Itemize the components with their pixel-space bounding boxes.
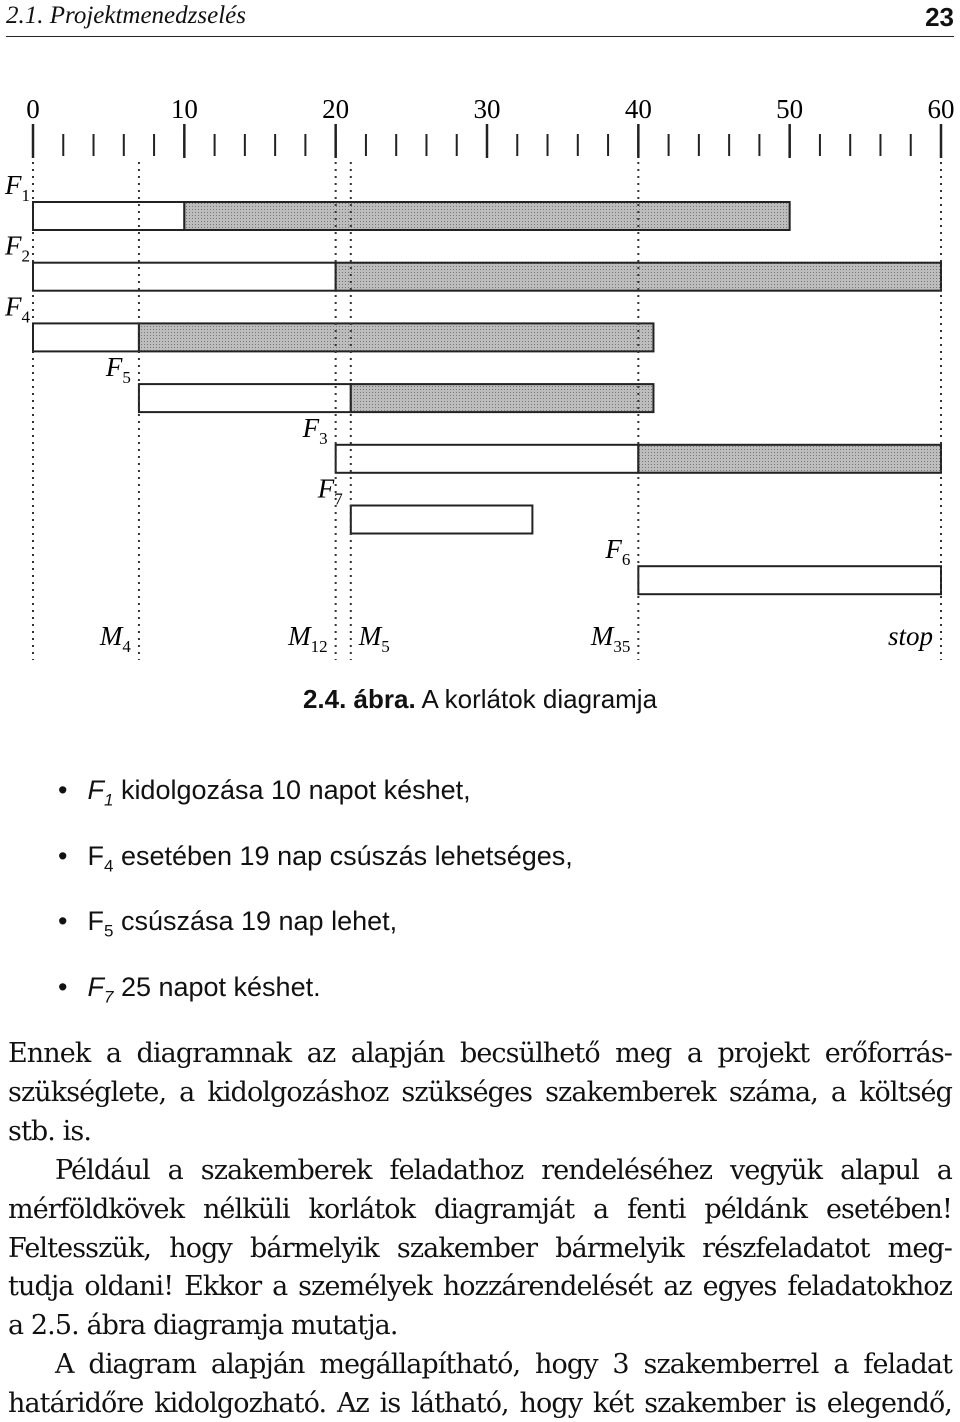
task-name-sub: 2	[22, 247, 31, 266]
work-bar	[349, 383, 655, 414]
task-label: F3	[302, 413, 328, 448]
bullet-dot: •	[58, 775, 68, 805]
slack-bar	[334, 443, 640, 474]
milestone-label: M35	[590, 621, 631, 656]
text-line: határidőre kidolgozható. Az is látható, …	[8, 1388, 953, 1420]
x-tick-label: 20	[322, 94, 349, 124]
task-name: F	[4, 291, 22, 321]
variable-sub: 7	[103, 986, 114, 1006]
work-bar	[183, 201, 791, 231]
text-line: Például a szakemberek feladathoz rendelé…	[55, 1154, 953, 1186]
x-tick-label: 50	[776, 94, 803, 124]
task-name-sub: 6	[622, 550, 631, 569]
task-label: F2	[4, 231, 30, 266]
variable-sub: 5	[103, 921, 114, 941]
task-label: F7	[317, 474, 344, 509]
task-name-sub: 4	[22, 307, 31, 326]
milestone-name-sub: 4	[122, 637, 131, 656]
work-bar	[334, 261, 942, 292]
task-name: F	[604, 534, 622, 564]
milestone-label: stop	[888, 621, 933, 651]
task-label: F1	[4, 170, 30, 205]
variable-sub: 4	[103, 855, 114, 875]
text-line: a 2.5. ábra diagramja mutatja.	[8, 1310, 398, 1342]
variable-sub: 1	[103, 790, 114, 810]
caption-text: A korlátok diagramja	[421, 684, 658, 714]
slack-bar	[32, 261, 337, 292]
x-tick-label: 30	[474, 94, 501, 124]
task-name-sub: 5	[122, 368, 131, 387]
milestone-name: M	[590, 621, 615, 651]
task-label: F4	[4, 291, 31, 326]
text-line: szükséglete, a kidolgozáshoz szükséges s…	[8, 1076, 953, 1108]
bullet-text: csúszása 19 nap lehet,	[120, 906, 398, 936]
variable: F	[87, 775, 104, 805]
bullet-text: esetében 19 nap csúszás lehetséges,	[120, 840, 573, 871]
variable: F	[87, 971, 104, 1002]
slack-bar	[137, 383, 352, 414]
bullet-dot: •	[58, 840, 68, 871]
bullet-item: • F1 kidolgozása 10 napot késhet,	[58, 775, 471, 810]
task-name-sub: 7	[334, 490, 343, 509]
section-title: 2.1. Projektmenedzselés	[6, 2, 246, 29]
caption: 2.4. ábra. A korlátok diagramja	[0, 684, 960, 715]
bullet-dot: •	[58, 906, 68, 936]
variable: F	[87, 906, 104, 936]
x-tick-label: 0	[26, 94, 40, 124]
task-name-sub: 1	[22, 186, 31, 205]
milestone-name-sub: 35	[613, 637, 630, 656]
x-tick-label: 40	[625, 94, 652, 124]
bullet-text: 25 napot késhet.	[120, 971, 321, 1002]
text-line: Feltesszük, hogy bármelyik szakember bár…	[8, 1232, 953, 1264]
milestone-label: M5	[358, 621, 390, 656]
work-bar	[137, 322, 655, 353]
slack-bar	[349, 504, 534, 535]
text-line: tudja oldani! Ekkor a személyek hozzáren…	[8, 1271, 953, 1303]
x-tick-label: 10	[171, 94, 198, 124]
text-line: mérföldkövek nélküli korlátok diagramját…	[8, 1193, 953, 1225]
text-line: stb. is.	[8, 1115, 92, 1147]
milestone-label: M12	[287, 621, 328, 656]
milestone-label: M4	[99, 621, 132, 656]
task-name: F	[105, 352, 123, 382]
milestone-name: M	[287, 621, 312, 651]
slack-bar	[32, 201, 186, 231]
text-line: Ennek a diagramnak az alapján becsülhető…	[8, 1038, 953, 1069]
task-name: F	[4, 231, 22, 261]
task-name-sub: 3	[319, 429, 328, 448]
milestone-name: M	[99, 621, 124, 651]
work-bar	[637, 443, 942, 474]
variable: F	[87, 840, 104, 871]
milestone-name-sub: 12	[311, 637, 328, 656]
task-name: F	[302, 413, 320, 443]
bullet-item: • F5 csúszása 19 nap lehet,	[58, 906, 397, 941]
page-header: 2.1. Projektmenedzselés 23	[6, 0, 954, 37]
task-name: F	[317, 474, 335, 504]
milestone-name-sub: 5	[381, 637, 390, 656]
bullet-item: • F4 esetében 19 nap csúszás lehetséges,	[58, 841, 573, 876]
bullet-text: kidolgozása 10 napot késhet,	[120, 775, 471, 805]
caption-number: 2.4. ábra.	[302, 684, 416, 714]
text-line: A diagram alapján megállapítható, hogy 3…	[55, 1349, 953, 1381]
bullet-item: • F7 25 napot késhet.	[58, 972, 321, 1007]
page-number: 23	[925, 2, 954, 32]
task-label: F5	[105, 352, 131, 387]
slack-bar	[637, 565, 942, 596]
milestone-name: M	[358, 621, 383, 651]
milestone-name: stop	[888, 621, 933, 651]
task-name: F	[4, 170, 22, 200]
x-tick-label: 60	[928, 94, 955, 124]
task-label: F6	[604, 534, 630, 569]
bullet-dot: •	[58, 971, 68, 1002]
slack-bar	[32, 322, 140, 353]
